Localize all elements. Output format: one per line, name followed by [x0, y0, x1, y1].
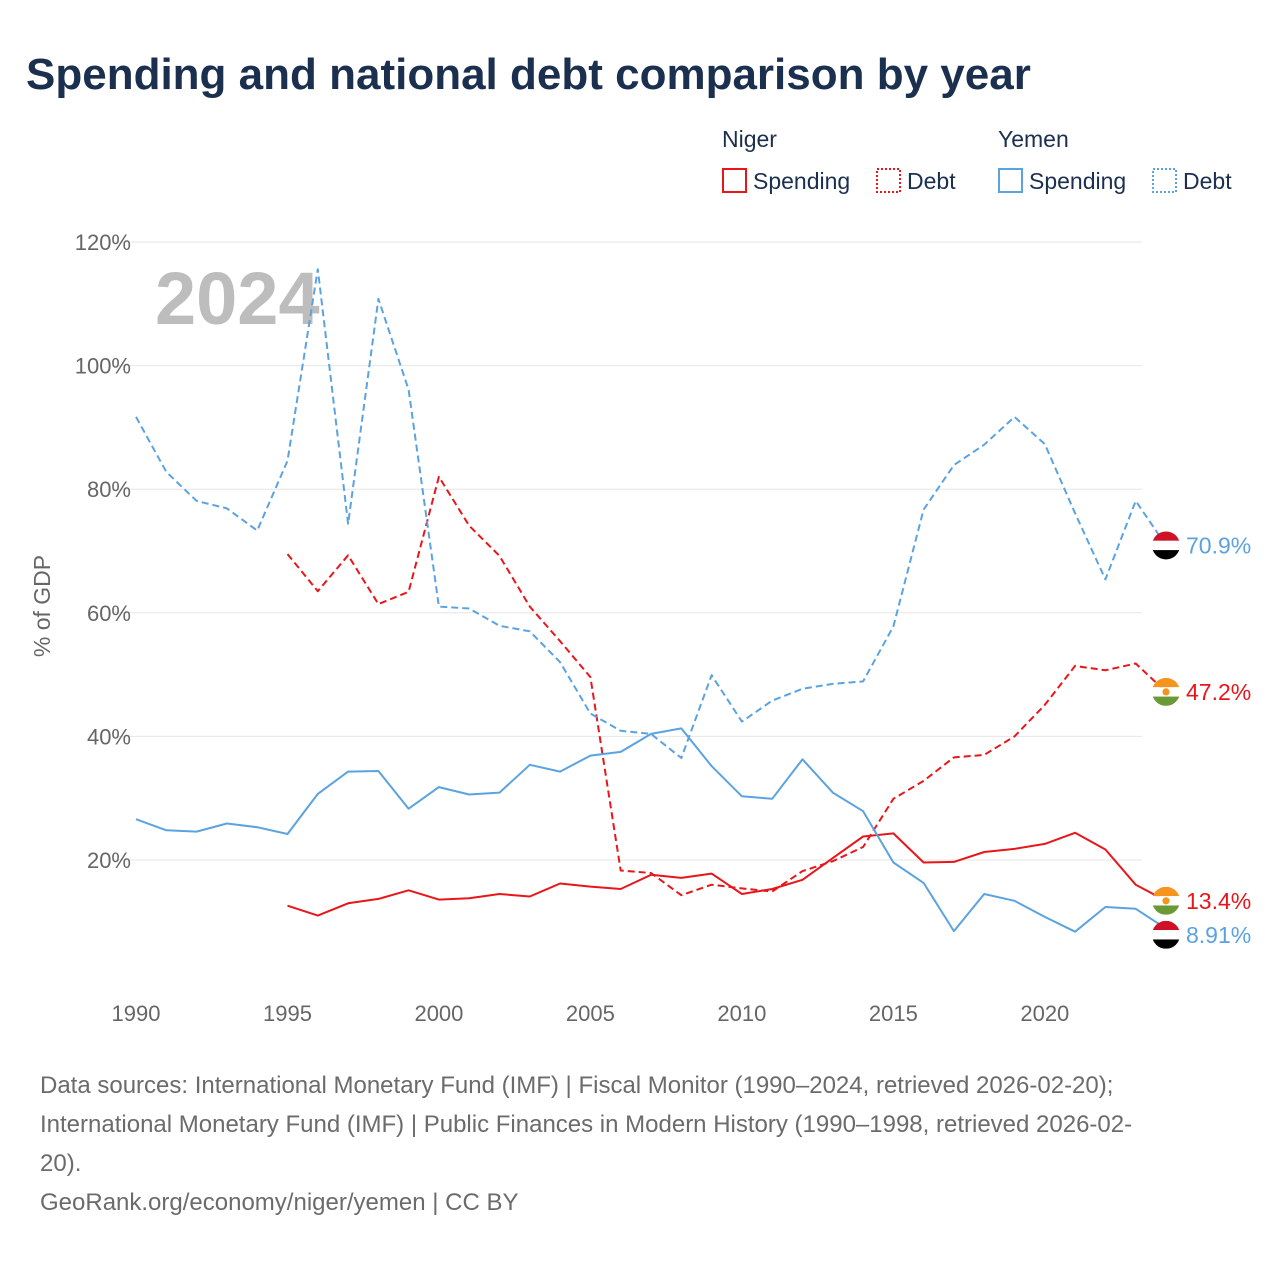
x-tick-label: 2015 [869, 1001, 918, 1026]
x-tick-label: 2010 [717, 1001, 766, 1026]
y-tick-label: 120% [75, 230, 131, 255]
series-group [135, 268, 1167, 933]
source-line-3: 20). [40, 1150, 82, 1177]
y-tick-label: 20% [87, 848, 131, 873]
gridlines [112, 241, 1142, 861]
legend-label-debt: Debt [907, 168, 956, 194]
legend-swatch-debt [876, 168, 901, 193]
series-line-yemen-debt [135, 268, 1167, 759]
y-axis-label: % of GDP [29, 555, 55, 657]
series-line-yemen-spending [135, 727, 1167, 933]
x-tick-label: 2000 [414, 1001, 463, 1026]
legend-swatch-debt [1152, 168, 1177, 193]
chart-svg: Niger Spending Debt Yemen Spending Debt 20% 40… [29, 126, 1251, 1026]
series-line-niger-spending [287, 831, 1167, 917]
legend-swatch-spending [722, 168, 747, 193]
x-axis-ticks: 1990 1995 2000 2005 2010 2015 2020 [112, 1001, 1070, 1026]
series-line-niger-debt [286, 475, 1167, 897]
chart-title: Spending and national debt comparison by… [26, 50, 1031, 99]
y-tick-label: 100% [75, 354, 131, 379]
x-tick-label: 2005 [566, 1001, 615, 1026]
y-tick-label: 40% [87, 724, 131, 749]
x-tick-label: 1995 [263, 1001, 312, 1026]
legend-label-spending: Spending [1029, 168, 1126, 194]
x-tick-label: 1990 [112, 1001, 161, 1026]
legend-label-spending: Spending [753, 168, 850, 194]
y-tick-label: 80% [87, 477, 131, 502]
end-labels: 70.9% 47.2% 13.4% 8.91% [1151, 531, 1251, 949]
niger-flag-icon [1152, 886, 1180, 915]
source-notes: Data sources: International Monetary Fun… [40, 1066, 1240, 1222]
y-tick-label: 60% [87, 601, 131, 626]
x-tick-label: 2020 [1020, 1001, 1069, 1026]
legend-country-yemen: Yemen [998, 126, 1069, 152]
yemen-flag-icon [1152, 531, 1180, 560]
source-line-2: International Monetary Fund (IMF) | Publ… [40, 1111, 1133, 1138]
legend-country-niger: Niger [722, 126, 777, 152]
end-label-niger-spending: 13.4% [1186, 888, 1251, 914]
niger-flag-icon [1152, 677, 1180, 706]
source-line-4: GeoRank.org/economy/niger/yemen | CC BY [40, 1189, 519, 1216]
end-label-niger-debt: 47.2% [1186, 679, 1251, 705]
end-label-yemen-debt: 70.9% [1186, 532, 1251, 558]
end-label-yemen-spending: 8.91% [1186, 922, 1251, 948]
legend-swatch-spending [998, 168, 1023, 193]
year-watermark: 2024 [155, 257, 320, 340]
y-axis-ticks: 20% 40% 60% 80% 100% 120% [75, 230, 131, 873]
yemen-flag-icon [1152, 920, 1180, 949]
legend: Niger Spending Debt Yemen Spending Debt [722, 126, 1232, 194]
source-line-1: Data sources: International Monetary Fun… [40, 1072, 1114, 1099]
legend-label-debt: Debt [1183, 168, 1232, 194]
